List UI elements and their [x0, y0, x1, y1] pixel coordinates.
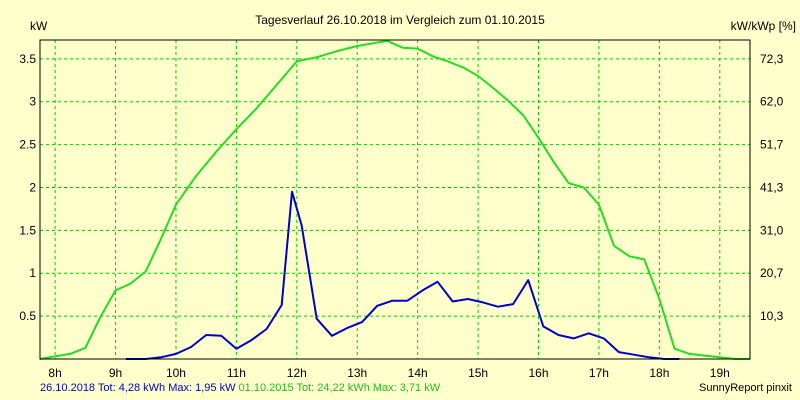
- x-tick-label: 15h: [468, 366, 488, 380]
- series-line-26-10-2018: [125, 190, 680, 360]
- x-tick-label: 8h: [48, 366, 61, 380]
- y-tick-label-right: 31,0: [760, 223, 784, 237]
- y-tick-label-left: 2.5: [19, 138, 36, 152]
- x-tick-label: 16h: [528, 366, 548, 380]
- y-tick-label-right: 51,7: [760, 138, 784, 152]
- y-tick-label-right: 72,3: [760, 52, 784, 66]
- legend-summary: 26.10.2018 Tot: 4,28 kWh Max: 1,95 kW 01…: [40, 382, 440, 394]
- series-layer: [39, 39, 750, 360]
- y-tick-label-right: 41,3: [760, 180, 784, 194]
- y-tick-label-left: 3: [29, 95, 36, 109]
- legend-green-series: 01.10.2015 Tot: 24,22 kWh Max: 3,71 kW: [238, 382, 441, 394]
- credit-text: SunnyReport pinxit: [699, 382, 792, 394]
- x-tick-label: 17h: [589, 366, 609, 380]
- y-tick-label-right: 10,3: [760, 309, 784, 323]
- legend-blue-series: 26.10.2018 Tot: 4,28 kWh Max: 1,95 kW: [40, 382, 236, 394]
- x-tick-label: 19h: [710, 366, 730, 380]
- x-tick-label: 11h: [227, 366, 246, 380]
- x-tick-label: 13h: [347, 366, 367, 380]
- y-tick-label-left: 1.5: [19, 223, 36, 237]
- x-tick-label: 9h: [109, 366, 122, 380]
- chart-title: Tagesverlauf 26.10.2018 im Vergleich zum…: [255, 13, 545, 27]
- x-tick-label: 18h: [649, 366, 669, 380]
- x-tick-label: 12h: [287, 366, 307, 380]
- y-tick-label-left: 3.5: [19, 52, 36, 66]
- series-line-01-10-2015: [39, 39, 750, 360]
- y-axis-label-right: kW/kWp [%]: [731, 19, 796, 33]
- plot-frame: [39, 39, 751, 360]
- x-tick-label: 14h: [408, 366, 428, 380]
- y-tick-label-left: 0.5: [19, 309, 36, 323]
- x-tick-label: 10h: [166, 366, 186, 380]
- tick-labels: 8h 9h 10h 11h 12h 13h 14h 15h 16h 17h 18h 19h 0.5 1 1.…: [19, 52, 783, 380]
- y-tick-label-right: 62,0: [760, 95, 784, 109]
- y-tick-label-right: 20,7: [760, 266, 784, 280]
- grid: [40, 40, 750, 359]
- y-axis-label-left: kW: [30, 19, 48, 33]
- y-tick-label-left: 2: [29, 180, 36, 194]
- y-tick-label-left: 1: [29, 266, 36, 280]
